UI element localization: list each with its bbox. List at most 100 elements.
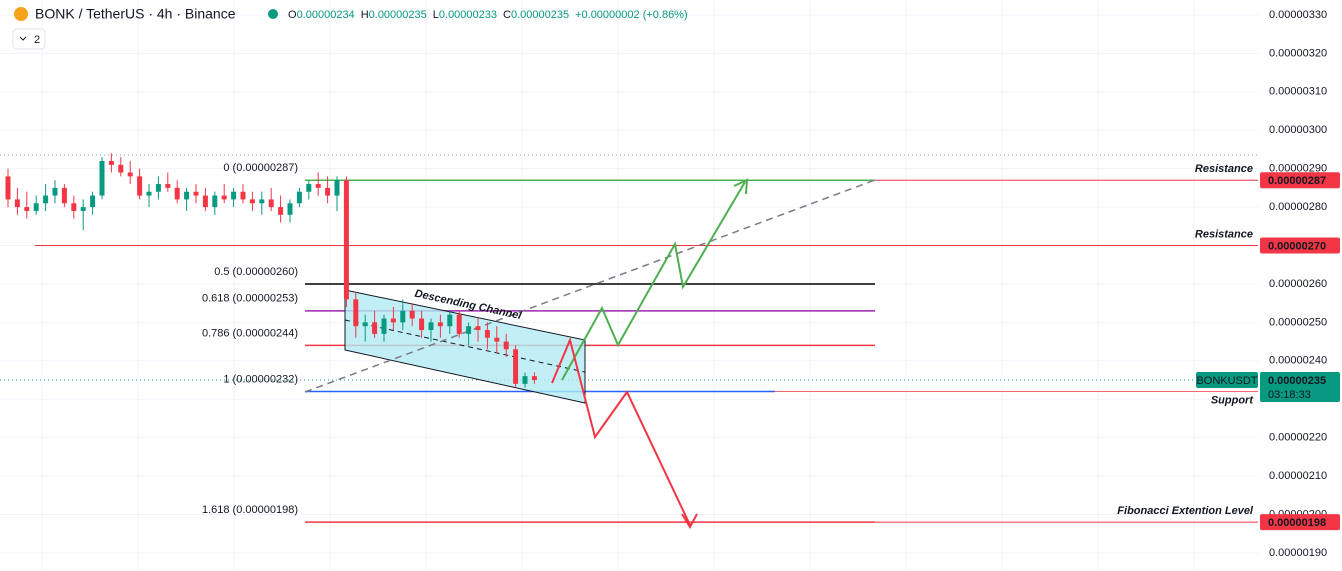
ohlc-key: O <box>288 9 297 21</box>
marker-text: Resistance <box>1195 228 1253 240</box>
bear-arrowhead <box>681 513 698 530</box>
candle-body <box>287 203 293 215</box>
price-badge <box>1260 172 1340 189</box>
candle-body <box>24 207 30 211</box>
symbol-title: BONK / TetherUS · 4h · Binance <box>35 6 236 22</box>
candle-body <box>466 326 472 334</box>
ohlc-key: L <box>433 9 439 21</box>
candles <box>5 153 537 388</box>
candle-body <box>184 191 190 200</box>
candle-body <box>484 330 490 338</box>
candle-body <box>231 191 237 200</box>
fib-label: 0.618 (0.00000253) <box>202 293 298 305</box>
y-tick-label: 0.00000220 <box>1269 432 1327 444</box>
bull-path <box>561 181 746 381</box>
candle-body <box>221 195 227 200</box>
marker-text: Resistance <box>1195 163 1253 175</box>
candle-body <box>212 195 218 208</box>
y-tick-label: 0.00000190 <box>1269 547 1327 559</box>
candle-body <box>240 191 246 200</box>
candle-body <box>127 172 133 177</box>
y-tick-label: 0.00000250 <box>1269 316 1327 328</box>
ohlc-key: H <box>361 9 369 21</box>
y-tick-label: 0.00000290 <box>1269 163 1327 175</box>
candle-body <box>531 376 537 381</box>
candle-body <box>475 326 481 331</box>
marker-text: Support <box>1211 394 1254 406</box>
ohlc-change: +0.00000002 (+0.86%) <box>575 9 688 21</box>
price-badge-label: 0.00000198 <box>1268 517 1326 529</box>
candle-body <box>14 199 20 208</box>
current-price-badge <box>1260 372 1340 403</box>
candle-body <box>362 322 368 327</box>
candle-body <box>334 180 340 196</box>
y-tick-label: 0.00000280 <box>1269 201 1327 213</box>
indicator-count: 2 <box>34 34 40 46</box>
candle-body <box>90 195 96 208</box>
candle-body <box>146 191 152 196</box>
price-badge <box>1260 514 1340 531</box>
chevron <box>19 36 27 41</box>
candle-body <box>5 176 11 200</box>
candle-body <box>315 184 321 188</box>
ohlc-legend: O0.00000234 H0.00000235 L0.00000233 C0.0000… <box>288 9 688 21</box>
candle-body <box>522 376 528 384</box>
y-tick-label: 0.00000320 <box>1269 47 1327 59</box>
candle-body <box>400 310 406 323</box>
candle-body <box>52 187 58 196</box>
price-axis-labels: 0.00000330 0.00000320 0.00000310 0.00000300… <box>1269 9 1327 559</box>
symbol-badge-label: BONKUSDT <box>1196 375 1257 387</box>
candle-body <box>456 314 462 334</box>
price-axis <box>1258 0 1342 571</box>
candle-body <box>494 337 500 342</box>
candle-body <box>296 191 302 204</box>
candle-body <box>437 322 443 327</box>
candle-body <box>43 195 49 204</box>
candle-body <box>71 203 77 211</box>
candle-body <box>80 207 86 211</box>
y-tick-label: 0.00000300 <box>1269 124 1327 136</box>
marker-text: Fibonacci Extention Level <box>1117 505 1254 517</box>
candle-body <box>390 318 396 323</box>
candle-body <box>99 160 105 196</box>
market-status <box>268 9 278 19</box>
candle-body <box>353 299 359 327</box>
coin-icon <box>14 7 28 21</box>
candle-body <box>61 187 67 204</box>
ohlc-value: 0.00000235 <box>369 9 427 21</box>
candle-body <box>137 176 143 196</box>
fib-label: 1 (0.00000232) <box>223 373 298 385</box>
candle-body <box>447 314 453 327</box>
symbol-badge <box>1196 372 1258 389</box>
y-tick-label: 0.00000240 <box>1269 355 1327 367</box>
candle-body <box>325 187 331 196</box>
badges: Resistance 0.00000287 Resistance 0.00000270… <box>1117 163 1340 531</box>
candle-body <box>268 199 274 208</box>
candle-body <box>409 310 415 319</box>
price-badge <box>1260 237 1340 254</box>
y-tick-label: 0.00000210 <box>1269 470 1327 482</box>
candle-body <box>155 184 161 192</box>
fib-label: 1.618 (0.00000198) <box>202 504 298 516</box>
bear-path <box>551 336 691 526</box>
y-tick-label: 0.00000260 <box>1269 278 1327 290</box>
candle-body <box>419 318 425 331</box>
current-price-label: 0.00000235 <box>1268 375 1326 387</box>
candle-body <box>381 318 387 334</box>
candle-body <box>503 341 509 350</box>
price-badge-label: 0.00000287 <box>1268 175 1326 187</box>
ohlc-value: 0.00000234 <box>297 9 355 21</box>
ohlc-key: C <box>503 9 511 21</box>
drawings: 0 (0.00000287) 0.5 (0.00000260) 0.618 (0.0… <box>35 162 1258 523</box>
trend-line <box>304 179 876 393</box>
candle-body <box>108 160 114 165</box>
candle-body <box>174 187 180 200</box>
candle-body <box>165 184 171 188</box>
candle-body <box>306 184 312 192</box>
indicator-toggle[interactable] <box>12 28 46 50</box>
candle-body <box>33 203 39 211</box>
candle-body <box>343 180 349 300</box>
candle-body <box>202 195 208 208</box>
ohlc-value: 0.00000233 <box>439 9 497 21</box>
